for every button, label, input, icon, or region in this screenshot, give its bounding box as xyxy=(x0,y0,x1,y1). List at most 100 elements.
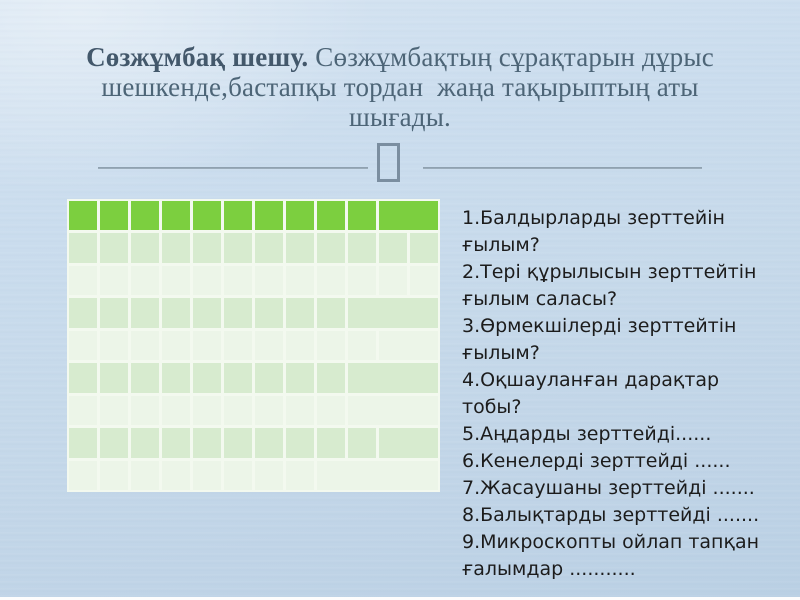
grid-cell xyxy=(348,428,376,458)
grid-cell xyxy=(286,363,314,393)
grid-row xyxy=(69,395,438,426)
grid-cell xyxy=(69,460,97,490)
grid-row xyxy=(69,298,438,328)
grid-cell xyxy=(410,233,438,263)
grid-cell xyxy=(193,395,221,426)
question-item-9: 9.Микроскопты ойлап тапқан ғалымдар ....… xyxy=(462,531,760,580)
grid-header-cell xyxy=(131,201,159,231)
grid-cell xyxy=(162,395,190,426)
grid-cell xyxy=(255,298,283,328)
grid-header-cell xyxy=(100,201,128,231)
question-item-3: 3.Өрмекшілерді зерттейтін ғылым? xyxy=(462,315,737,364)
grid-cell xyxy=(317,395,345,426)
grid-cell xyxy=(286,265,314,296)
grid-cell xyxy=(69,395,97,426)
grid-cell xyxy=(286,233,314,263)
grid-cell xyxy=(100,460,128,490)
grid-cell xyxy=(286,298,314,328)
grid-cell xyxy=(162,363,190,393)
grid-cell xyxy=(317,330,345,361)
grid-cell xyxy=(255,233,283,263)
grid-cell xyxy=(224,233,252,263)
grid-cell xyxy=(100,265,128,296)
grid-cell xyxy=(69,298,97,328)
grid-cell xyxy=(162,330,190,361)
grid-cell xyxy=(131,363,159,393)
grid-cell xyxy=(286,395,314,426)
grid-header-cell xyxy=(286,201,314,231)
grid-cell xyxy=(193,298,221,328)
grid-cell xyxy=(255,363,283,393)
grid-cell xyxy=(193,428,221,458)
grid-cell xyxy=(348,233,376,263)
grid-cell xyxy=(379,330,438,361)
grid-cell xyxy=(286,428,314,458)
title-line-3: шығады. xyxy=(348,102,452,132)
divider-left-line xyxy=(98,167,368,169)
grid-header-cell xyxy=(348,201,376,231)
grid-cell xyxy=(100,363,128,393)
grid-cell xyxy=(379,265,407,296)
grid-cell xyxy=(348,298,438,328)
grid-cell xyxy=(193,363,221,393)
grid-cell xyxy=(162,428,190,458)
grid-cell xyxy=(317,233,345,263)
slide-bottom-edge xyxy=(0,597,800,600)
grid-cell xyxy=(224,395,252,426)
grid-cell xyxy=(224,428,252,458)
grid-cell xyxy=(69,363,97,393)
grid-cell xyxy=(131,428,159,458)
page-title: Сөзжұмбақ шешу. Сөзжұмбақтың сұрақтарын … xyxy=(28,42,772,132)
grid-cell xyxy=(69,428,97,458)
grid-cell xyxy=(69,233,97,263)
grid-cell xyxy=(348,395,438,426)
question-item-6: 6.Кенелерді зерттейді ...... xyxy=(462,450,731,472)
grid-row xyxy=(69,265,438,296)
grid-cell xyxy=(162,298,190,328)
question-item-1: 1.Балдырларды зерттейін ғылым? xyxy=(462,207,725,256)
grid-cell xyxy=(100,298,128,328)
grid-cell xyxy=(255,265,283,296)
grid-header-cell xyxy=(255,201,283,231)
grid-cell xyxy=(131,330,159,361)
grid-row xyxy=(69,330,438,361)
title-line-2: шешкенде,бастапқы тордан жаңа тақырыптың… xyxy=(101,72,699,102)
grid-cell xyxy=(348,330,376,361)
grid-cell xyxy=(131,298,159,328)
question-item-2: 2.Тері құрылысын зерттейтін ғылым саласы… xyxy=(462,261,757,310)
grid-cell xyxy=(131,233,159,263)
divider-right-line xyxy=(423,167,702,169)
grid-header-cell xyxy=(162,201,190,231)
grid-cell xyxy=(255,395,283,426)
grid-cell xyxy=(224,460,252,490)
grid-cell xyxy=(100,428,128,458)
grid-cell xyxy=(286,460,314,490)
grid-cell xyxy=(69,265,97,296)
grid-cell xyxy=(131,460,159,490)
question-item-7: 7.Жасаушаны зерттейді ....... xyxy=(462,477,755,499)
grid-cell xyxy=(255,460,283,490)
grid-cell xyxy=(131,395,159,426)
crossword-grid xyxy=(67,199,440,492)
grid-cell xyxy=(317,265,345,296)
grid-cell xyxy=(317,298,345,328)
grid-cell xyxy=(348,363,438,393)
grid-cell xyxy=(193,330,221,361)
grid-cell xyxy=(100,330,128,361)
grid-cell xyxy=(193,233,221,263)
grid-cell xyxy=(379,428,438,458)
grid-cell xyxy=(162,233,190,263)
grid-cell xyxy=(317,428,345,458)
grid-cell xyxy=(162,460,190,490)
grid-cell xyxy=(224,330,252,361)
title-line-1: Сөзжұмбақ шешу. Сөзжұмбақтың сұрақтарын … xyxy=(28,42,772,72)
grid-header-cell xyxy=(193,201,221,231)
grid-row xyxy=(69,428,438,458)
grid-row xyxy=(69,363,438,393)
grid-cell xyxy=(100,395,128,426)
grid-cell xyxy=(317,363,345,393)
questions-list: 1.Балдырларды зерттейін ғылым? 2.Тері құ… xyxy=(462,205,774,583)
grid-cell xyxy=(224,298,252,328)
grid-header-cell xyxy=(69,201,97,231)
